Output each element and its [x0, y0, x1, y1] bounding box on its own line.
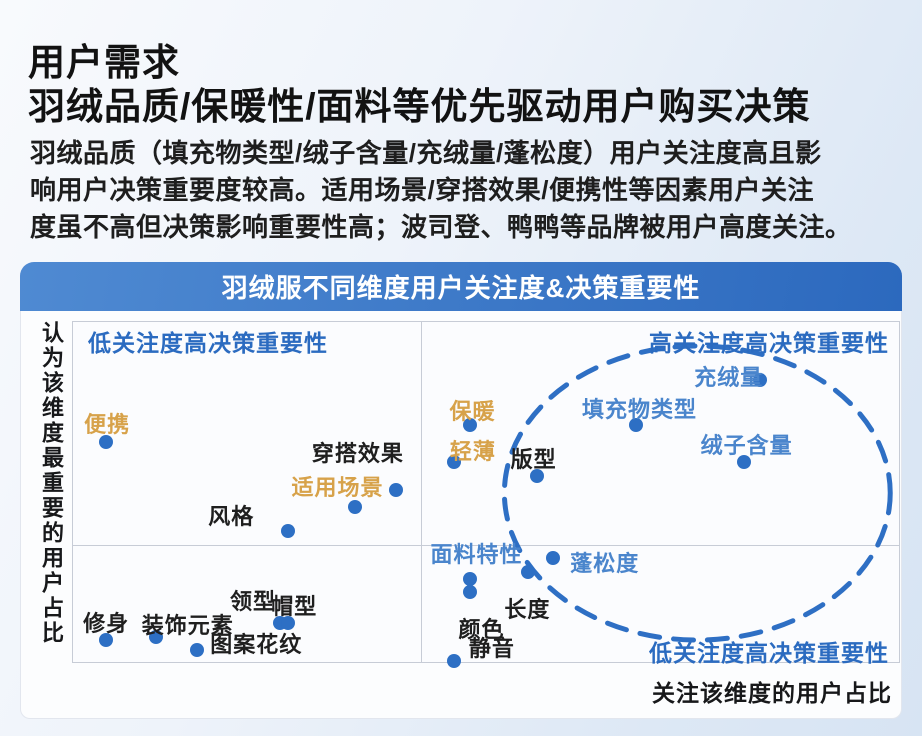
point-label-轻薄: 轻薄: [449, 439, 496, 465]
quadrant-label-bottom-right: 低关注度高决策重要性: [649, 640, 889, 666]
page-title: 羽绒品质/保暖性/面料等优先驱动用户购买决策: [28, 86, 811, 127]
data-point-长度: [521, 564, 536, 579]
infographic-page: { "header": { "kicker": "用户需求", "title":…: [0, 16, 922, 736]
data-point-静音: [446, 653, 461, 668]
point-label-版型: 版型: [510, 446, 557, 472]
intro-line-2: 响用户决策重要度较高。适用场景/穿搭效果/便携性等因素用户关注: [30, 175, 814, 205]
point-label-领型: 领型: [230, 588, 277, 614]
horizontal-midline: [73, 545, 899, 546]
x-axis-label: 关注该维度的用户占比: [652, 680, 892, 706]
y-axis-label: 认为该维度最重要的用户占比: [39, 321, 64, 646]
point-label-静音: 静音: [468, 635, 515, 661]
data-point-穿搭效果: [388, 482, 403, 497]
point-label-穿搭效果: 穿搭效果: [311, 440, 404, 466]
intro-line-1: 羽绒品质（填充物类型/绒子含量/充绒量/蓬松度）用户关注度高且影: [30, 138, 822, 168]
vertical-midline: [421, 322, 422, 662]
data-point-充绒量: [753, 373, 768, 388]
data-point-保暖: [463, 417, 478, 432]
page-kicker: 用户需求: [28, 42, 180, 83]
point-label-面料特性: 面料特性: [430, 541, 523, 567]
point-label-帽型: 帽型: [271, 593, 318, 619]
point-label-适用场景: 适用场景: [291, 474, 384, 500]
quadrant-label-top-left: 低关注度高决策重要性: [88, 330, 328, 356]
intro-paragraph: 羽绒品质（填充物类型/绒子含量/充绒量/蓬松度）用户关注度高且影 响用户决策重要…: [30, 135, 852, 246]
data-point-装饰元素: [148, 629, 163, 644]
plot-area: 低关注度高决策重要性 高关注度高决策重要性 低关注度高决策重要性 便携适用场景 保…: [72, 321, 900, 668]
data-point-修身: [99, 633, 114, 648]
point-label-便携: 便携: [84, 411, 131, 437]
point-label-绒子含量: 绒子含量: [700, 433, 793, 459]
point-label-蓬松度: 蓬松度: [570, 550, 640, 576]
data-point-面料特性: [463, 571, 478, 586]
data-point-版型: [529, 468, 544, 483]
point-label-修身: 修身: [83, 611, 130, 637]
chart-card: 羽绒服不同维度用户关注度&决策重要性 认为该维度最重要的用户占比 低关注度高决策…: [20, 262, 902, 720]
point-label-保暖: 保暖: [449, 398, 496, 424]
point-label-图案花纹: 图案花纹: [210, 632, 303, 658]
chart-title: 羽绒服不同维度用户关注度&决策重要性: [221, 273, 701, 303]
chart-body: 认为该维度最重要的用户占比 低关注度高决策重要性 高关注度高决策重要性 低关注度…: [20, 311, 902, 719]
data-point-帽型: [281, 615, 296, 630]
data-point-绒子含量: [736, 455, 751, 470]
data-point-便携: [99, 434, 114, 449]
data-point-蓬松度: [546, 550, 561, 565]
data-point-轻薄: [446, 455, 461, 470]
point-label-填充物类型: 填充物类型: [582, 396, 698, 422]
data-point-颜色: [463, 585, 478, 600]
data-point-风格: [281, 523, 296, 538]
point-label-风格: 风格: [208, 503, 255, 529]
intro-line-3: 度虽不高但决策影响重要性高；波司登、鸭鸭等品牌被用户高度关注。: [30, 212, 852, 242]
data-point-填充物类型: [629, 417, 644, 432]
point-label-颜色: 颜色: [458, 617, 505, 643]
data-point-图案花纹: [190, 643, 205, 658]
quadrant-label-top-right: 高关注度高决策重要性: [649, 330, 889, 356]
point-label-长度: 长度: [504, 596, 551, 622]
data-point-适用场景: [347, 499, 362, 514]
point-label-装饰元素: 装饰元素: [141, 612, 234, 638]
chart-title-banner: 羽绒服不同维度用户关注度&决策重要性: [20, 262, 902, 311]
point-label-充绒量: 充绒量: [694, 365, 764, 391]
